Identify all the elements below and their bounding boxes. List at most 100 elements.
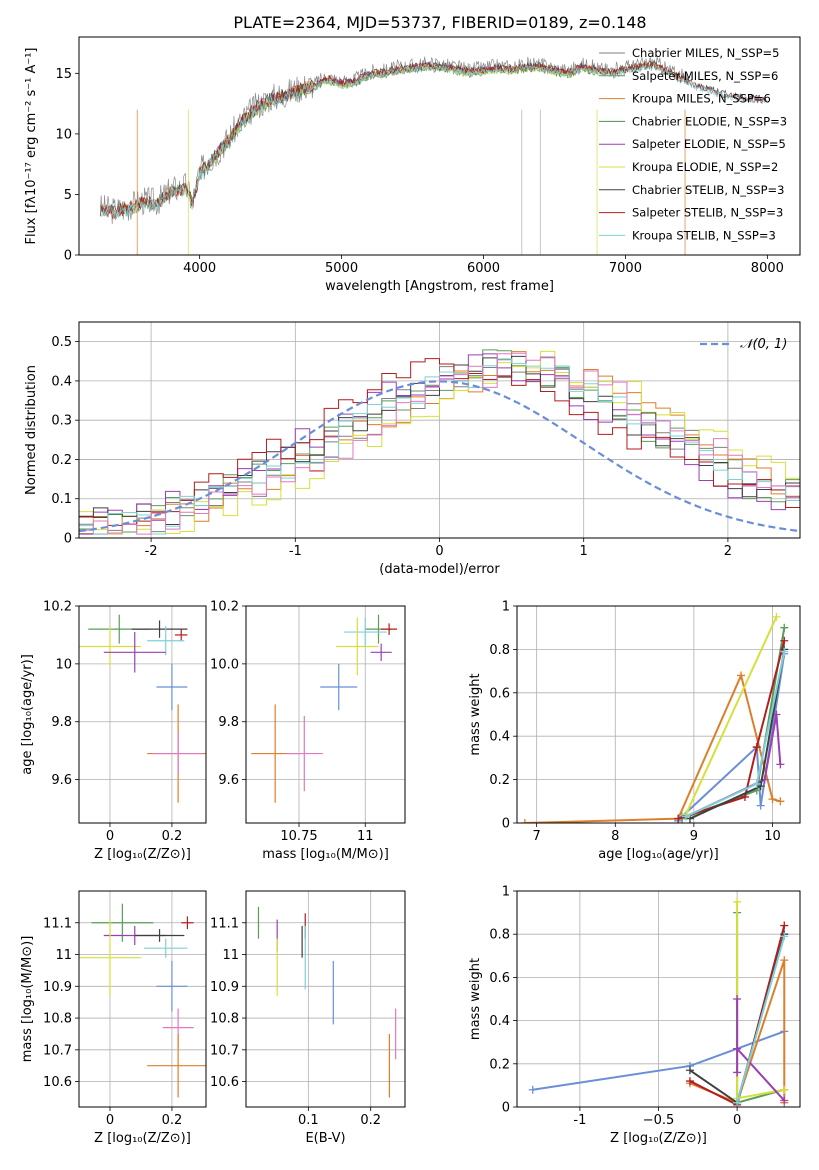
x-tick-label: −0.5 <box>643 1113 675 1128</box>
spectrum-series-line <box>199 61 597 179</box>
y-tick-label: 0.6 <box>489 971 510 986</box>
y-tick-label: 5 <box>64 188 72 203</box>
y-tick-label: 9.6 <box>218 773 239 788</box>
error-bar-point <box>134 929 185 942</box>
y-tick-label: 11 <box>55 948 72 963</box>
weight-series-line <box>736 901 785 1100</box>
y-tick-label: 10.8 <box>210 1012 239 1027</box>
histogram-series <box>79 350 800 538</box>
panel-mass-vs-Z: 0 0.2 10.6 10.7 10.8 10.9 11 11.1 Z [log₁₀(Z/Z⊙)… <box>20 890 207 1146</box>
plus-marker <box>780 623 789 632</box>
plus-marker <box>780 647 789 656</box>
legend-label: Chabrier STELIB, N_SSP=3 <box>632 183 784 197</box>
y-tick-label: 11 <box>222 948 239 963</box>
plus-marker <box>520 819 529 823</box>
x-axis-label: Z [log₁₀(Z/Z⊙)] <box>94 1131 191 1146</box>
x-axis-label: E(B-V) <box>305 1131 345 1146</box>
y-tick-label: 10.0 <box>210 657 239 672</box>
error-bar-point <box>344 617 387 647</box>
x-tick-label: -2 <box>145 544 158 559</box>
plus-marker <box>780 1096 789 1105</box>
y-tick-label: 0.6 <box>489 686 510 701</box>
plus-marker <box>772 612 781 621</box>
plus-marker <box>780 932 789 941</box>
x-tick-label: 0.2 <box>162 829 183 844</box>
error-bar-point <box>103 632 166 673</box>
legend-label: Kroupa STELIB, N_SSP=3 <box>632 228 776 242</box>
plus-marker <box>752 779 761 788</box>
legend-label: Chabrier MILES, N_SSP=5 <box>632 46 779 60</box>
plot-area <box>79 614 206 803</box>
plus-marker <box>685 1066 694 1075</box>
histogram-series <box>79 349 800 538</box>
legend-label: Salpeter STELIB, N_SSP=3 <box>632 206 783 220</box>
y-tick-label: 0.5 <box>51 335 72 350</box>
histogram-series <box>79 355 800 538</box>
plot-area <box>251 614 398 803</box>
figure-title: PLATE=2364, MJD=53737, FIBERID=0189, z=0… <box>233 13 646 32</box>
plus-marker <box>780 956 789 965</box>
plus-marker <box>776 797 785 806</box>
legend-label: Kroupa ELODIE, N_SSP=2 <box>632 160 778 174</box>
panel-age-vs-Z: 0 0.2 9.6 9.8 10 10.2 Z [log₁₀(Z/Z⊙)] age [log₁… <box>20 600 207 862</box>
y-tick-label: 10.2 <box>43 600 72 615</box>
y-tick-label: 10 <box>55 657 72 672</box>
y-tick-label: 10.7 <box>43 1043 72 1058</box>
plus-marker <box>733 995 742 1003</box>
plus-marker <box>752 743 761 752</box>
x-tick-label: 6000 <box>467 261 500 276</box>
plus-marker <box>733 1044 742 1053</box>
histogram-series <box>79 358 800 538</box>
y-tick-label: 15 <box>55 67 72 82</box>
y-axis-label: mass [log₁₀(M/M⊙)] <box>20 936 35 1063</box>
legend-label: Salpeter ELODIE, N_SSP=5 <box>632 137 786 151</box>
x-axis-label: mass [log₁₀(M/M⊙)] <box>262 847 389 862</box>
y-tick-label: 0.1 <box>51 492 72 507</box>
plot-area <box>257 906 397 1098</box>
error-bar-point <box>91 903 154 942</box>
y-tick-label: 10.7 <box>210 1043 239 1058</box>
y-tick-label: 0 <box>502 1101 510 1116</box>
x-axis-label: Z [log₁₀(Z/Z⊙)] <box>610 1131 707 1146</box>
x-tick-label: 0 <box>435 544 443 559</box>
x-tick-label: 1 <box>580 544 588 559</box>
y-tick-label: 10.9 <box>210 980 239 995</box>
spectrum-series-line <box>199 64 597 177</box>
plus-marker <box>733 897 742 906</box>
plus-marker <box>776 760 785 769</box>
y-tick-label: 0.4 <box>489 1014 510 1029</box>
x-tick-label: 0.2 <box>162 1113 183 1128</box>
plus-marker <box>733 1068 742 1077</box>
error-bar-point <box>156 960 188 1012</box>
spectrum-legend: Chabrier MILES, N_SSP=5 Salpeter MILES, N… <box>599 46 787 242</box>
x-tick-label: 2 <box>724 544 732 559</box>
x-tick-label: 9 <box>690 829 698 844</box>
error-bar-point <box>381 623 398 635</box>
axes-frame <box>245 890 406 1108</box>
y-tick-label: 0 <box>502 817 510 832</box>
legend-label: Salpeter MILES, N_SSP=6 <box>632 69 778 83</box>
y-axis-label: Flux [fλ10⁻¹⁷ erg cm⁻² s⁻¹ A⁻¹] <box>24 48 39 245</box>
axes-frame <box>516 605 801 824</box>
axes-frame <box>78 890 207 1108</box>
x-tick-label: 0 <box>106 1113 114 1128</box>
weight-series-line <box>685 616 778 815</box>
plus-marker <box>733 1098 742 1107</box>
y-axis-label: Normed distribution <box>24 365 39 495</box>
plus-marker <box>737 671 746 680</box>
x-tick-label: 8 <box>611 829 619 844</box>
x-tick-label: -1 <box>289 544 302 559</box>
plus-marker <box>682 812 691 821</box>
y-tick-label: 0 <box>64 532 72 547</box>
x-tick-label: 10.75 <box>280 829 317 844</box>
panel-weight-vs-Z: -1 −0.5 0 0 0.2 0.4 0.6 0.8 1 Z [log₁₀(Z/Z⊙)] mass… <box>468 885 801 1146</box>
legend-label: Chabrier ELODIE, N_SSP=3 <box>632 114 787 128</box>
error-bar-point <box>147 626 185 656</box>
y-tick-label: 10.9 <box>43 980 72 995</box>
axes-frame <box>245 605 406 824</box>
y-tick-label: 0.2 <box>489 773 510 788</box>
error-bar-point <box>181 916 194 930</box>
x-axis-label: Z [log₁₀(Z/Z⊙)] <box>94 847 191 862</box>
x-tick-label: 5000 <box>325 261 358 276</box>
